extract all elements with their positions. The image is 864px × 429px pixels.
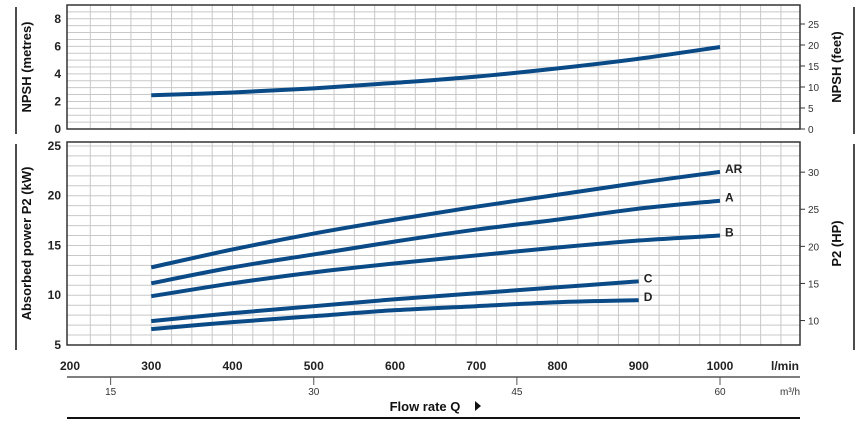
curve-label-c: C [644,271,653,285]
y-right-tick-label: 25 [808,20,820,31]
x-tick-label: 400 [222,359,242,373]
x-unit-lmin: l/min [771,359,799,373]
x-tick-label: 600 [385,359,405,373]
x-m3h-tick-label: 15 [105,387,117,398]
x-tick-label: 700 [466,359,486,373]
curve-label-d: D [644,290,653,304]
x-tick-label: 500 [304,359,324,373]
y-right-tick-label: 25 [808,205,820,216]
y-right-tick-label: 20 [808,41,820,52]
x-m3h-tick-label: 45 [511,387,523,398]
y-right-axis-label: NPSH (feet) [829,31,844,103]
y-tick-label: 10 [48,288,62,302]
y-tick-label: 6 [54,39,61,53]
y-right-tick-label: 30 [808,168,820,179]
y-right-tick-label: 10 [808,317,820,328]
curve-label-a: A [725,191,734,205]
y-right-tick-label: 5 [808,104,814,115]
plot-frame [66,4,801,130]
x-m3h-tick-label: 60 [714,387,726,398]
curve-c [151,279,639,324]
y-right-tick-label: 15 [808,279,820,290]
y-right-tick-label: 15 [808,62,820,73]
x-tick-label: 900 [629,359,649,373]
y-tick-label: 4 [54,67,61,81]
curve-ar [150,169,721,270]
curve-npsh [151,45,721,98]
y-tick-label: 15 [48,238,62,252]
y-tick-label: 20 [48,189,62,203]
y-right-axis-label: P2 (HP) [829,220,844,266]
curve-d [151,298,639,332]
curve-label-b: B [725,226,734,240]
arrow-right-icon [475,401,481,411]
x-unit-m3h: m³/h [780,387,800,398]
y-tick-label: 2 [54,94,61,108]
x-tick-label: 300 [141,359,161,373]
x-tick-label: 200 [60,359,80,373]
y-right-tick-label: 0 [808,125,814,136]
y-axis-label: NPSH (metres) [19,21,34,112]
plot-frame [66,141,801,346]
curve-a [150,198,721,286]
y-tick-label: 5 [54,338,61,352]
x-tick-label: 800 [547,359,567,373]
x-tick-label: 1000 [707,359,734,373]
y-right-tick-label: 20 [808,242,820,253]
y-tick-label: 8 [54,12,61,26]
curve-b [150,233,721,299]
x-m3h-tick-label: 30 [308,387,320,398]
y-tick-label: 25 [48,139,62,153]
y-axis-label: Absorbed power P2 (kW) [19,167,34,321]
curve-label-ar: AR [725,162,743,176]
y-tick-label: 0 [54,122,61,136]
y-right-tick-label: 10 [808,83,820,94]
x-axis-label: Flow rate Q [390,399,461,414]
